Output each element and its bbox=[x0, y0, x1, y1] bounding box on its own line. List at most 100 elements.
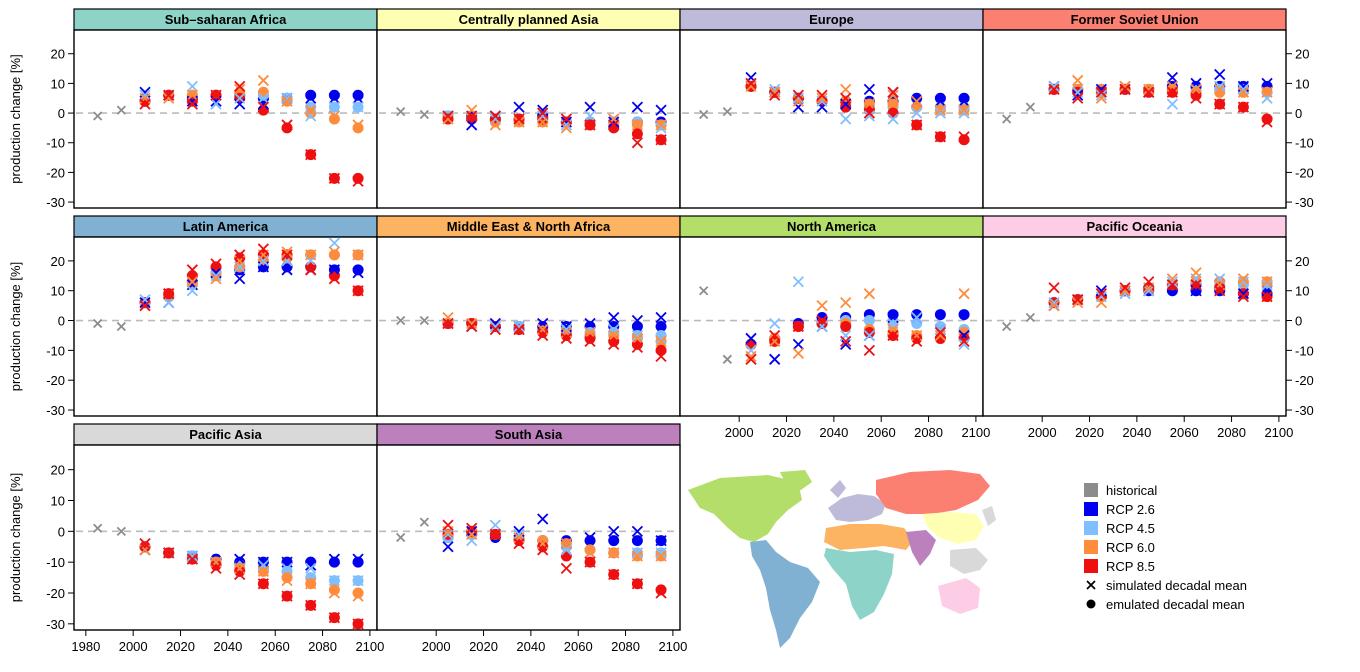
panel-title: Sub–saharan Africa bbox=[165, 12, 287, 27]
simulated-cross bbox=[887, 113, 899, 125]
emulated-dot bbox=[863, 326, 875, 338]
y-tick-label: 20 bbox=[51, 254, 65, 269]
emulated-dot bbox=[328, 89, 340, 101]
panel-title: Middle East & North Africa bbox=[447, 219, 611, 234]
x-tick-label: 2040 bbox=[213, 639, 242, 654]
simulated-cross bbox=[305, 249, 317, 261]
plot-area bbox=[376, 236, 681, 417]
x-tick-label: 2060 bbox=[867, 425, 896, 440]
simulated-cross bbox=[489, 320, 501, 333]
simulated-cross bbox=[489, 119, 501, 131]
simulated-cross bbox=[863, 329, 876, 342]
emulated-dot bbox=[958, 134, 970, 146]
simulated-cross bbox=[1048, 80, 1060, 93]
x-tick-label: 2020 bbox=[469, 639, 498, 654]
x-tick-label: 2100 bbox=[1264, 425, 1293, 440]
x-tick-label: 2020 bbox=[772, 425, 801, 440]
historical-cross bbox=[419, 109, 429, 120]
emulated-dot bbox=[840, 101, 852, 113]
simulated-cross bbox=[1166, 279, 1179, 291]
x-tick-label: 2100 bbox=[658, 639, 687, 654]
emulated-dot bbox=[911, 309, 923, 321]
y-tick-label: -30 bbox=[46, 195, 65, 210]
simulated-cross bbox=[1095, 89, 1107, 101]
simulated-cross bbox=[911, 119, 923, 131]
emulated-dot bbox=[328, 556, 340, 568]
legend-swatch bbox=[1084, 483, 1098, 497]
y-tick-label: -10 bbox=[46, 343, 65, 358]
simulated-cross bbox=[584, 556, 596, 568]
simulated-cross bbox=[863, 98, 876, 110]
simulated-cross bbox=[655, 104, 667, 116]
historical-cross bbox=[396, 532, 406, 543]
simulated-cross bbox=[655, 311, 667, 324]
simulated-cross bbox=[1072, 74, 1084, 87]
map-region bbox=[950, 548, 988, 574]
simulated-cross bbox=[1237, 86, 1250, 98]
simulated-cross bbox=[1190, 279, 1202, 291]
simulated-cross bbox=[305, 559, 317, 571]
x-tick-label: 2040 bbox=[819, 425, 848, 440]
map-region bbox=[906, 530, 936, 566]
x-tick-label: 2040 bbox=[1122, 425, 1151, 440]
emulated-dot bbox=[863, 315, 875, 327]
emulated-dot bbox=[257, 86, 269, 98]
simulated-cross bbox=[163, 92, 175, 104]
y-axis-label: production change [%] bbox=[8, 473, 23, 602]
panel-9: South Asia 2000 2020 2040 2060 2080 2100 bbox=[376, 423, 687, 654]
simulated-cross bbox=[1072, 92, 1084, 104]
simulated-cross bbox=[305, 562, 317, 574]
simulated-cross bbox=[769, 317, 781, 330]
simulated-cross bbox=[257, 556, 270, 568]
plot-area bbox=[376, 444, 681, 631]
simulated-cross bbox=[466, 522, 478, 534]
emulated-dot bbox=[352, 89, 364, 101]
simulated-cross bbox=[584, 317, 596, 330]
panel-5: Middle East & North Africa bbox=[376, 215, 681, 417]
simulated-cross bbox=[792, 320, 804, 333]
emulated-dot bbox=[352, 172, 364, 184]
simulated-cross bbox=[1261, 276, 1273, 288]
simulated-cross bbox=[958, 104, 970, 116]
simulated-cross bbox=[352, 285, 364, 297]
emulated-dot bbox=[655, 321, 667, 332]
simulated-cross bbox=[745, 350, 757, 362]
simulated-cross bbox=[257, 578, 270, 590]
panel-title: Pacific Asia bbox=[189, 427, 262, 442]
simulated-cross bbox=[305, 92, 317, 104]
simulated-cross bbox=[163, 89, 175, 101]
simulated-cross bbox=[513, 113, 525, 125]
simulated-cross bbox=[1261, 116, 1273, 128]
simulated-cross bbox=[1072, 89, 1084, 101]
simulated-cross bbox=[186, 285, 198, 297]
y-tick-label: 20 bbox=[51, 463, 65, 478]
x-tick-label: 2060 bbox=[261, 639, 290, 654]
simulated-cross bbox=[489, 323, 501, 336]
simulated-cross bbox=[631, 341, 644, 354]
panel-0: Sub–saharan Africa -30 -20 -10 0 10 20 producti… bbox=[8, 8, 378, 210]
x-tick-label: 2000 bbox=[422, 639, 451, 654]
simulated-cross bbox=[911, 95, 923, 107]
simulated-cross bbox=[328, 575, 341, 587]
simulated-cross bbox=[257, 74, 270, 87]
x-tick-label: 2080 bbox=[914, 425, 943, 440]
simulated-cross bbox=[234, 249, 246, 261]
simulated-cross bbox=[584, 531, 596, 544]
simulated-cross bbox=[305, 148, 317, 161]
historical-cross bbox=[116, 321, 126, 332]
panel-title: Centrally planned Asia bbox=[459, 12, 599, 27]
y-tick-label: 10 bbox=[51, 284, 65, 299]
historical-cross bbox=[93, 111, 103, 121]
simulated-cross bbox=[792, 347, 804, 359]
y-tick-label: -10 bbox=[1295, 343, 1314, 358]
simulated-cross bbox=[537, 107, 549, 119]
emulated-dot bbox=[655, 584, 667, 596]
simulated-cross bbox=[234, 553, 246, 565]
y-axis-label: production change [%] bbox=[8, 54, 23, 183]
simulated-cross bbox=[584, 335, 596, 348]
simulated-cross bbox=[281, 590, 293, 602]
simulated-cross bbox=[1119, 83, 1131, 95]
simulated-cross bbox=[139, 89, 151, 101]
simulated-cross bbox=[584, 101, 596, 113]
y-tick-label: 0 bbox=[58, 106, 65, 121]
